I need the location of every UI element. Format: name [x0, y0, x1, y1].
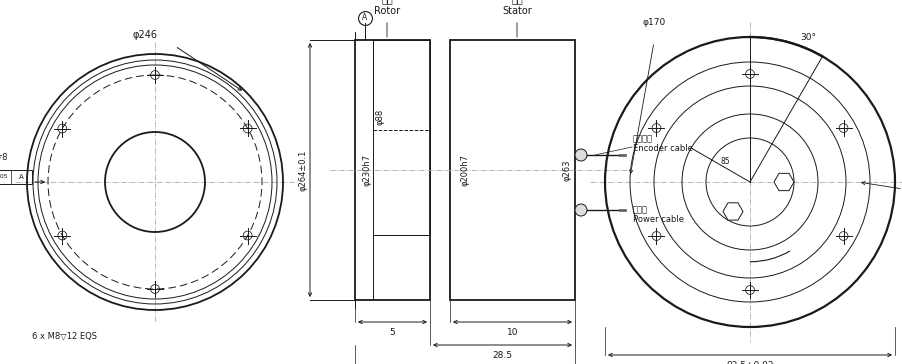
Text: 6 x M8▽12 EQS: 6 x M8▽12 EQS: [32, 332, 97, 341]
Text: 动力线: 动力线: [633, 205, 648, 214]
Text: φ88: φ88: [375, 109, 384, 125]
Circle shape: [575, 149, 587, 161]
Text: Encoder cable: Encoder cable: [633, 144, 693, 153]
Text: 编码器线: 编码器线: [633, 134, 653, 143]
Bar: [450, 40, 575, 300]
Text: φ200h7: φ200h7: [460, 154, 469, 186]
Text: φ263: φ263: [563, 159, 572, 181]
Circle shape: [575, 204, 587, 216]
Text: A: A: [363, 13, 368, 23]
Text: A: A: [19, 174, 24, 180]
Text: Power cable: Power cable: [633, 215, 684, 224]
Text: Rotor: Rotor: [374, 6, 400, 16]
Text: φ170: φ170: [642, 18, 666, 27]
Text: 30°: 30°: [801, 32, 816, 41]
Text: 28.5: 28.5: [492, 351, 512, 360]
Text: φ6H7▽8: φ6H7▽8: [0, 153, 8, 162]
Text: φ246: φ246: [133, 30, 158, 40]
Polygon shape: [774, 173, 794, 191]
Bar: [373, 40, 430, 235]
Text: 0.05: 0.05: [0, 174, 8, 179]
Text: 转子: 转子: [382, 0, 393, 4]
Text: 92.5±0.02: 92.5±0.02: [726, 361, 774, 364]
Text: 10: 10: [507, 328, 519, 337]
Text: 5: 5: [390, 328, 395, 337]
Text: Stator: Stator: [502, 6, 532, 16]
Bar: [355, 40, 430, 300]
Text: φ264±0.1: φ264±0.1: [298, 149, 307, 191]
Polygon shape: [723, 203, 743, 220]
Bar: [0, 170, 32, 184]
Text: φ230h7: φ230h7: [363, 154, 372, 186]
Text: 85: 85: [721, 158, 731, 166]
Text: 定子: 定子: [511, 0, 523, 4]
